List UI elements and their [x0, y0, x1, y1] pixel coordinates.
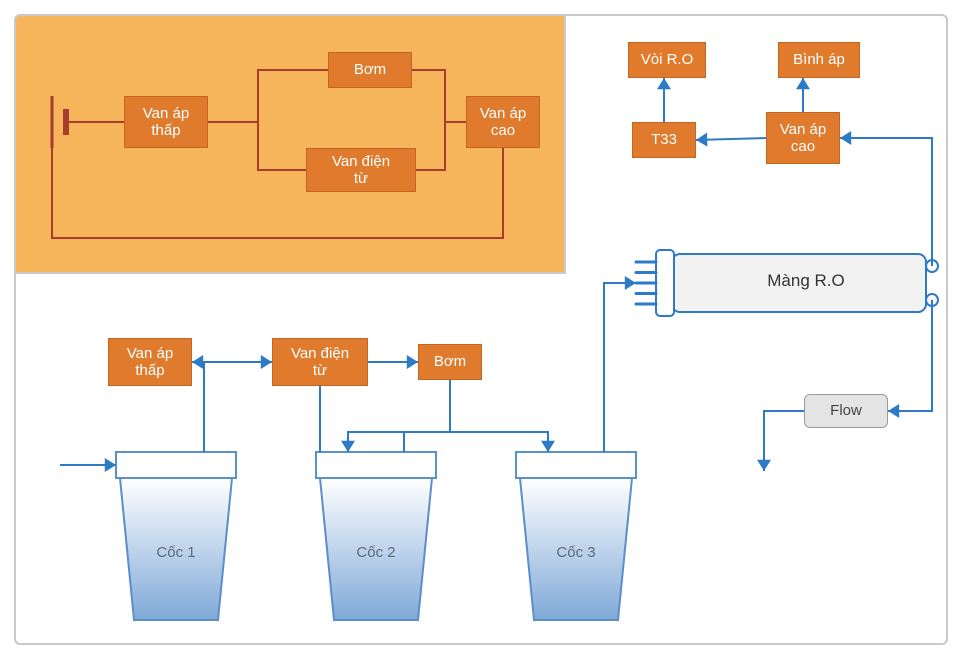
node-van-ap-thap-flow: Van áp thấp [108, 338, 192, 386]
membrane-label: Màng R.O [696, 271, 916, 291]
node-binh-ap: Bình áp [778, 42, 860, 78]
cup-label-3: Cốc 3 [520, 544, 632, 561]
node-t33: T33 [632, 122, 696, 158]
node-van-ap-thap-circuit: Van áp thấp [124, 96, 208, 148]
node-voi-ro: Vòi R.O [628, 42, 706, 78]
node-bom-flow: Bơm [418, 344, 482, 380]
node-bom-circuit: Bơm [328, 52, 412, 88]
flow-box: Flow [804, 394, 888, 428]
node-van-ap-cao-circuit: Van áp cao [466, 96, 540, 148]
node-van-ap-cao-flow: Van áp cao [766, 112, 840, 164]
cup-label-2: Cốc 2 [320, 544, 432, 561]
cup-label-1: Cốc 1 [120, 544, 232, 561]
node-van-dien-tu-circuit: Van điện từ [306, 148, 416, 192]
node-van-dien-tu-flow: Van điện từ [272, 338, 368, 386]
